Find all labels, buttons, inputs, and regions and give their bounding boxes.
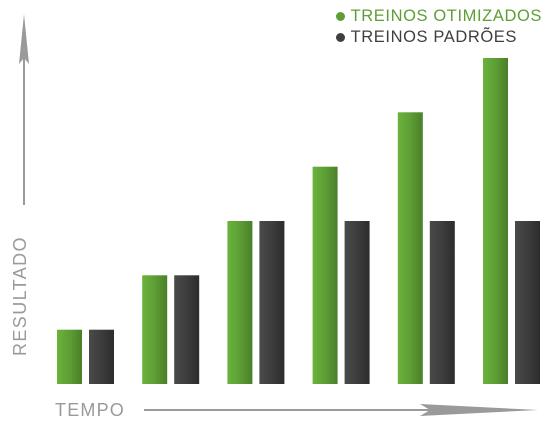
bar-padroes-3: [259, 221, 285, 384]
legend-item-otimizados: TREINOS OTIMIZADOS: [335, 6, 542, 27]
bar-padroes-5: [429, 221, 455, 384]
legend-dot-dark-icon: [335, 33, 345, 42]
bar-otimizados-4: [312, 166, 338, 384]
y-axis-label: RESULTADO: [10, 236, 30, 356]
bar-otimizados-6: [483, 58, 508, 384]
legend-dot-green-icon: [335, 12, 345, 21]
x-axis-label: TEMPO: [55, 400, 126, 420]
bar-otimizados-1: [57, 329, 82, 384]
bar-otimizados-5: [397, 112, 423, 385]
bars-group: [57, 58, 540, 385]
x-axis-arrowhead: [420, 404, 538, 416]
bar-otimizados-2: [142, 275, 168, 384]
y-axis-arrowhead: [19, 14, 29, 64]
bar-padroes-4: [344, 221, 370, 384]
bar-padroes-6: [515, 221, 540, 384]
bar-padroes-1: [89, 329, 114, 384]
legend-label-padroes: TREINOS PADRÕES: [350, 28, 517, 46]
bar-otimizados-3: [227, 221, 253, 384]
legend: TREINOS OTIMIZADOS TREINOS PADRÕES: [335, 6, 542, 48]
legend-label-otimizados: TREINOS OTIMIZADOS: [350, 7, 542, 25]
legend-item-padroes: TREINOS PADRÕES: [335, 27, 542, 48]
bar-padroes-2: [174, 275, 200, 384]
